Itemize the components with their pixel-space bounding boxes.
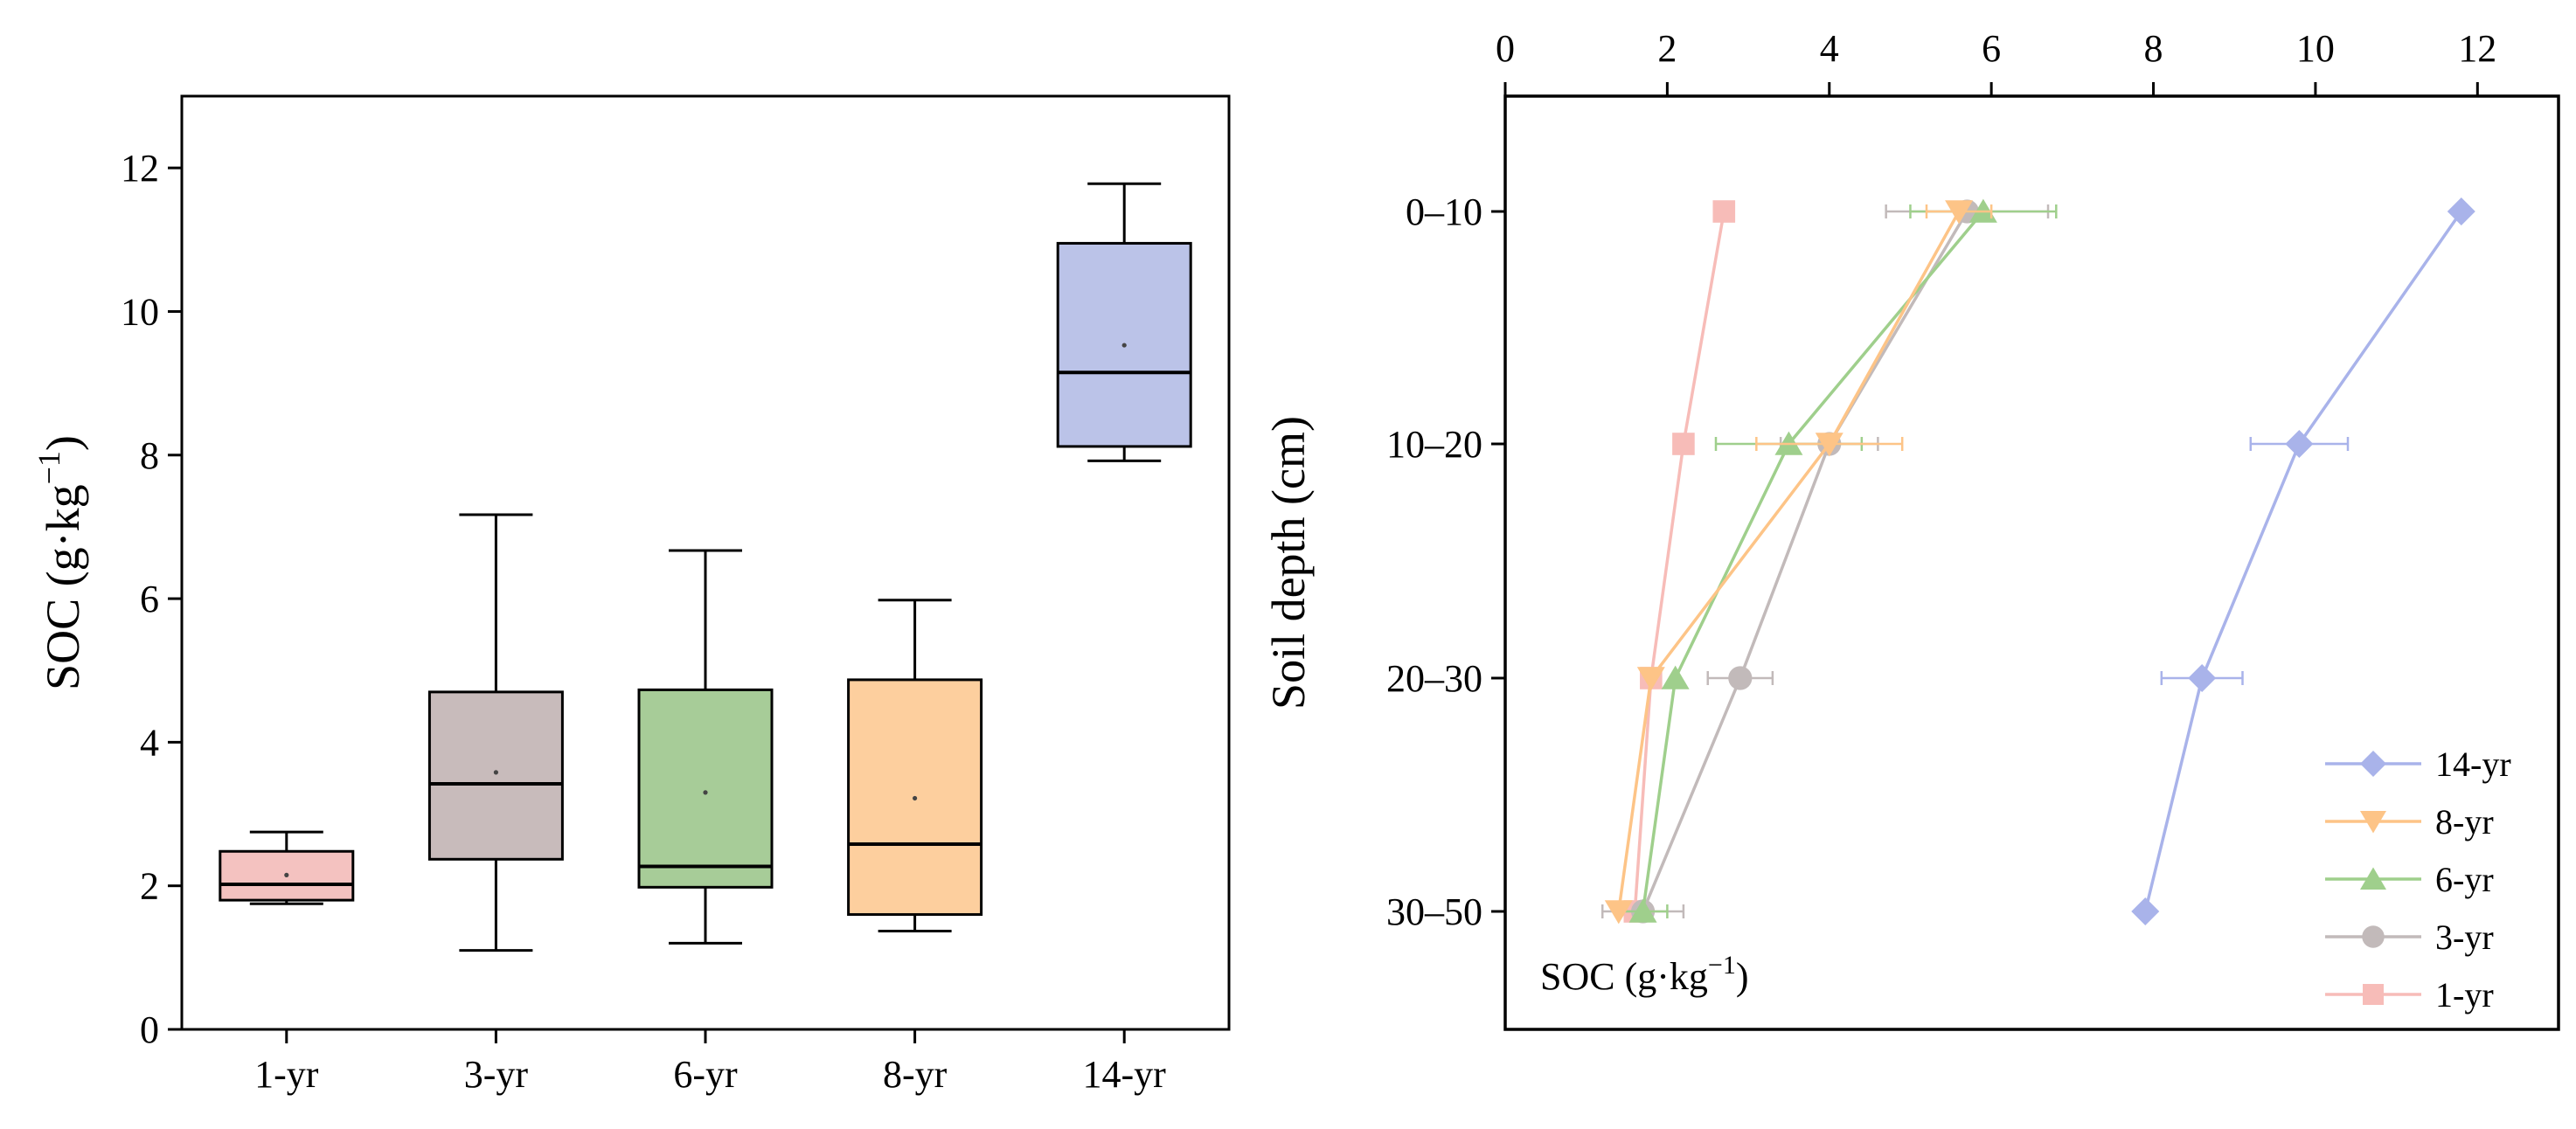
profile-y-tick-label: 10–20 (1386, 423, 1482, 466)
profile-frame (1503, 94, 2560, 1031)
boxplot-panel: 0 2 4 6 8 10 12 1-yr 3-yr 6-yr 8-yr 14-yr SOC (g·k… (31, 94, 1231, 1096)
profile-x-axis: 0 2 4 6 8 10 12 (1496, 27, 2496, 96)
profile-x-axis-title: SOC (g·kg−1) (1540, 951, 1748, 998)
triangle-down-marker (1945, 200, 1974, 225)
square-marker (2363, 984, 2384, 1005)
boxplot-x-tick-label: 8-yr (883, 1053, 948, 1096)
profile-x-title-sup: −1 (1708, 951, 1736, 980)
legend-label: 3-yr (2435, 918, 2494, 957)
profile-y-axis-title: Soil depth (cm) (1262, 416, 1315, 710)
profile-x-title-end: ) (1736, 955, 1749, 998)
profile-x-tick-label: 10 (2296, 27, 2335, 70)
profile-y-tick-label: 0–10 (1406, 190, 1482, 233)
boxplot-y-tick-label: 0 (140, 1008, 159, 1051)
series-line (1641, 211, 1968, 912)
series-8-yr (1604, 200, 1993, 925)
series-line (2143, 210, 2463, 912)
boxplot-x-tick-label: 14-yr (1083, 1053, 1167, 1096)
profile-y-axis: 0–10 10–20 20–30 30–50 (1386, 190, 1505, 933)
profile-y-tick-label: 30–50 (1386, 890, 1482, 933)
box-6-yr (637, 549, 774, 945)
square-marker (1712, 200, 1736, 223)
profile-x-tick-label: 4 (1820, 27, 1839, 70)
mean-point (284, 872, 289, 877)
triangle-down-marker (1636, 667, 1665, 691)
triangle-down-marker (2360, 811, 2386, 834)
diamond-marker (2131, 897, 2160, 925)
profile-x-tick-label: 12 (2458, 27, 2496, 70)
square-marker (1672, 433, 1695, 455)
box-1-yr (219, 830, 355, 905)
depth-profile-panel: 0 2 4 6 8 10 12 0–10 10–20 20–30 30–50 14-yr 8-yr 6… (1262, 27, 2560, 1031)
boxplot-y-tick-label: 10 (121, 290, 159, 333)
profile-x-title-main: SOC (g·kg (1540, 955, 1708, 998)
legend-item-3-yr: 3-yr (2325, 918, 2494, 957)
circle-marker (2362, 925, 2385, 948)
series-line (1641, 210, 1985, 912)
boxplot-y-tick-label: 2 (140, 865, 159, 908)
profile-series (1600, 197, 2475, 925)
boxplot-boxes (219, 182, 1192, 952)
triangle-up-marker (2360, 867, 2386, 890)
box-3-yr (427, 513, 564, 952)
box-body (427, 690, 564, 861)
profile-y-tick-label: 20–30 (1386, 657, 1482, 700)
legend-label: 8-yr (2435, 802, 2494, 842)
box-body (637, 688, 774, 889)
boxplot-y-title-end: ) (37, 435, 89, 451)
boxplot-x-tick-label: 3-yr (464, 1053, 529, 1096)
boxplot-y-tick-label: 8 (140, 434, 159, 477)
triangle-down-marker (1604, 900, 1633, 925)
box-8-yr (847, 599, 983, 932)
boxplot-x-tick-label: 1-yr (254, 1053, 319, 1096)
circle-marker (1728, 666, 1753, 690)
triangle-up-marker (1628, 898, 1657, 923)
series-14-yr (2131, 197, 2475, 925)
profile-x-tick-label: 0 (1496, 27, 1515, 70)
mean-point (1121, 343, 1127, 348)
diamond-marker (2447, 197, 2475, 225)
boxplot-y-tick-label: 12 (121, 147, 159, 190)
mean-point (913, 795, 918, 801)
profile-x-tick-label: 6 (1982, 27, 2001, 70)
legend-item-6-yr: 6-yr (2325, 860, 2494, 899)
series-line (1617, 211, 1961, 912)
boxplot-y-axis: 0 2 4 6 8 10 12 (121, 147, 182, 1051)
series-3-yr (1600, 199, 2050, 924)
boxplot-y-title-sup: −1 (31, 451, 66, 484)
series-1-yr (1623, 200, 1736, 923)
legend-label: 1-yr (2435, 975, 2494, 1015)
diamond-marker (2360, 751, 2386, 777)
profile-x-tick-label: 8 (2144, 27, 2163, 70)
diamond-marker (2188, 664, 2217, 692)
series-line (1633, 211, 1725, 912)
legend-item-8-yr: 8-yr (2325, 802, 2494, 842)
boxplot-x-tick-label: 6-yr (673, 1053, 738, 1096)
legend: 14-yr 8-yr 6-yr 3-yr 1-yr (2325, 745, 2511, 1015)
boxplot-y-title-main: SOC (g·kg (37, 484, 89, 690)
boxplot-x-axis: 1-yr 3-yr 6-yr 8-yr 14-yr (254, 1029, 1166, 1096)
mean-point (703, 790, 708, 795)
legend-item-1-yr: 1-yr (2325, 975, 2494, 1015)
profile-x-tick-label: 2 (1657, 27, 1677, 70)
triangle-down-marker (1815, 433, 1843, 457)
boxplot-y-tick-label: 6 (140, 578, 159, 620)
triangle-up-marker (1661, 665, 1690, 689)
box-14-yr (1056, 182, 1192, 462)
legend-label: 6-yr (2435, 860, 2494, 899)
diamond-marker (2285, 430, 2314, 458)
boxplot-y-axis-title: SOC (g·kg−1) (31, 435, 89, 690)
boxplot-y-tick-label: 4 (140, 721, 159, 764)
legend-item-14-yr: 14-yr (2325, 745, 2511, 784)
legend-label: 14-yr (2435, 745, 2511, 784)
mean-point (493, 770, 499, 775)
